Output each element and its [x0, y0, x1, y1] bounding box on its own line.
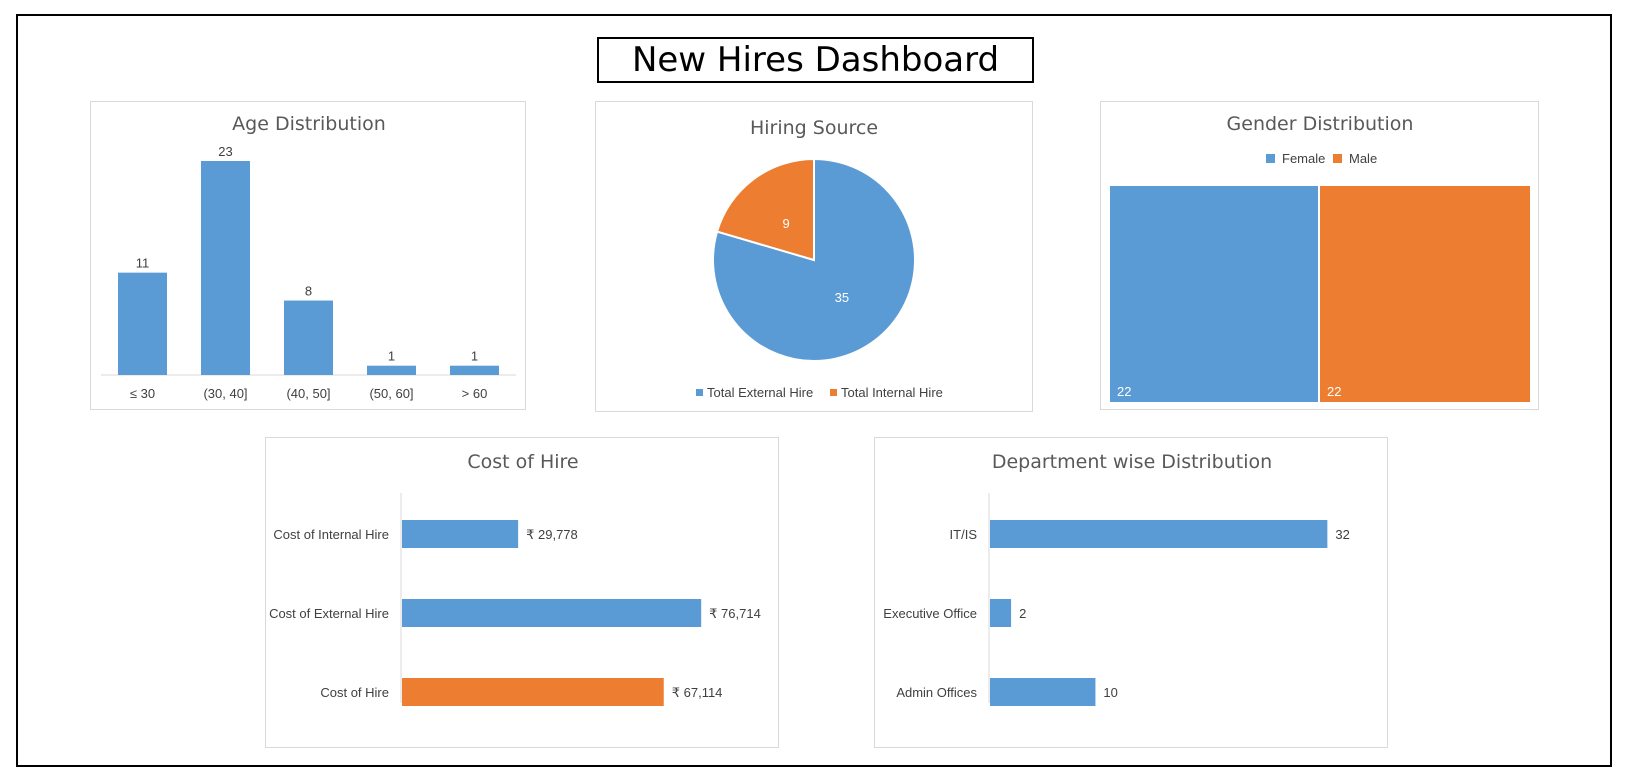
x-tick-label: (30, 40]: [203, 386, 247, 401]
y-tick-label: Cost of Hire: [320, 685, 389, 700]
legend-swatch: [696, 389, 703, 396]
bar: [450, 365, 499, 375]
legend-label: Female: [1282, 151, 1325, 166]
data-label: ₹ 76,714: [709, 606, 761, 621]
bar: [402, 599, 702, 627]
legend-swatch: [830, 389, 837, 396]
bar: [990, 678, 1096, 706]
data-label: 2: [1019, 606, 1026, 621]
data-label: 11: [136, 256, 150, 271]
y-tick-label: Cost of External Hire: [269, 606, 389, 621]
bar: [201, 161, 250, 375]
x-tick-label: (40, 50]: [286, 386, 330, 401]
data-label: 1: [388, 349, 395, 364]
y-tick-label: Cost of Internal Hire: [273, 527, 389, 542]
data-label: 1: [471, 349, 478, 364]
bar: [990, 599, 1012, 627]
legend-label: Male: [1349, 151, 1377, 166]
legend-label: Total Internal Hire: [841, 385, 943, 400]
chart-title: Gender Distribution: [1227, 113, 1414, 135]
chart-title: Hiring Source: [750, 117, 878, 139]
data-label: ₹ 29,778: [526, 527, 578, 542]
y-tick-label: IT/IS: [950, 527, 978, 542]
y-tick-label: Executive Office: [883, 606, 977, 621]
bar: [284, 300, 333, 375]
x-tick-label: ≤ 30: [130, 386, 155, 401]
cost-of-hire-chart: Cost of Hire Cost of Internal Hire ₹ 29,77…: [265, 437, 779, 748]
pie-slice: [715, 157, 815, 262]
bar: [402, 520, 519, 548]
legend-swatch: [1333, 154, 1342, 163]
data-label: 8: [305, 284, 312, 299]
dashboard-title: New Hires Dashboard: [597, 37, 1034, 83]
x-tick-label: > 60: [462, 386, 488, 401]
y-tick-label: Admin Offices: [896, 685, 977, 700]
data-label: 10: [1103, 685, 1117, 700]
data-label: 22: [1117, 384, 1131, 399]
dashboard-frame: [16, 14, 1612, 767]
data-label: 32: [1335, 527, 1349, 542]
gender-distribution-chart: Gender Distribution Female Male 22 22: [1100, 101, 1539, 410]
legend-label: Total External Hire: [707, 385, 813, 400]
bar: [118, 272, 167, 375]
bar: [402, 678, 664, 706]
chart-title: Cost of Hire: [467, 451, 578, 473]
legend-swatch: [1266, 154, 1275, 163]
data-label: 23: [218, 144, 232, 159]
data-label: 22: [1327, 384, 1341, 399]
hiring-source-chart: Hiring Source 35 9 Total External Hire Total…: [595, 101, 1033, 412]
chart-title: Department wise Distribution: [992, 451, 1272, 473]
chart-title: Age Distribution: [232, 113, 386, 135]
data-label: 9: [783, 216, 790, 231]
bar: [1320, 186, 1530, 402]
bar: [990, 520, 1328, 548]
x-tick-label: (50, 60]: [369, 386, 413, 401]
age-distribution-chart: Age Distribution 11 ≤ 30 23 (30, 40] 8 (40, 50…: [90, 101, 526, 410]
data-label: 35: [835, 290, 849, 305]
bar: [1110, 186, 1318, 402]
data-label: ₹ 67,114: [672, 685, 723, 700]
bar: [367, 365, 416, 375]
department-distribution-chart: Department wise Distribution IT/IS 32 Execu…: [874, 437, 1388, 748]
